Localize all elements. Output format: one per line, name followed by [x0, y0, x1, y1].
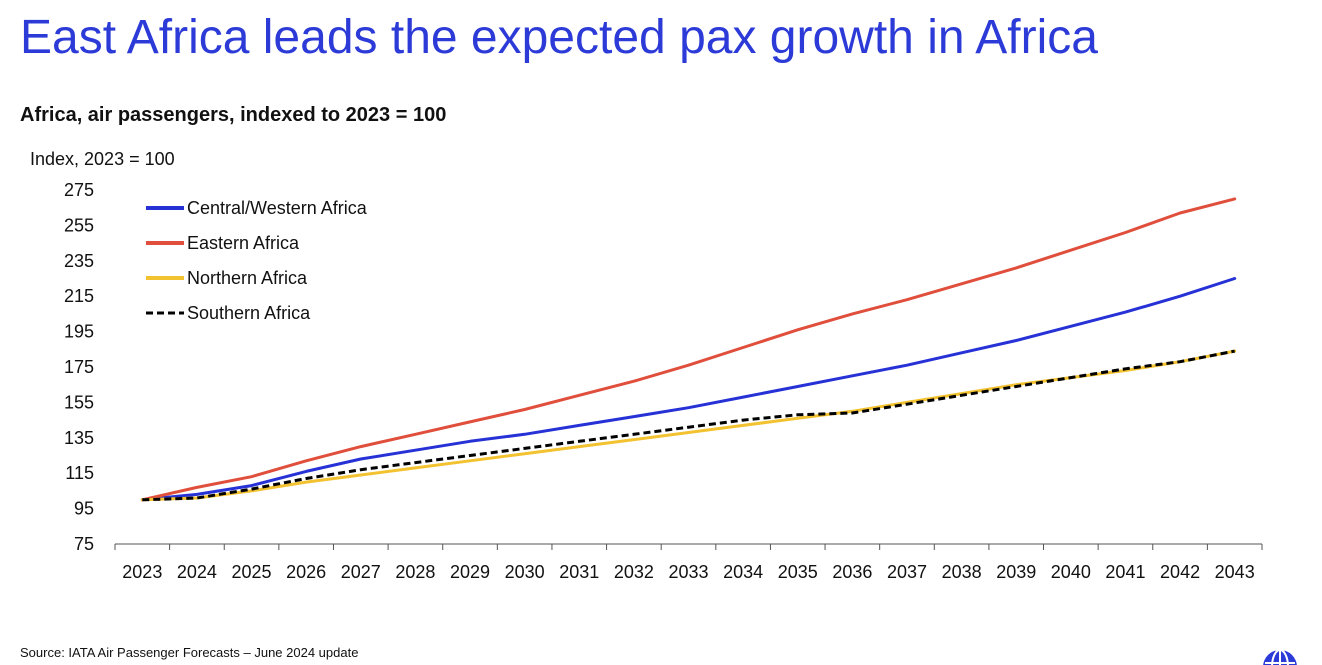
y-tick-label: 235	[64, 251, 94, 271]
x-tick-label: 2032	[614, 562, 654, 582]
y-tick-label: 175	[64, 357, 94, 377]
series-lines	[140, 197, 1237, 502]
y-axis: Index, 2023 = 100 75 95 115 135 155 175 195 215 2…	[30, 149, 175, 554]
x-tick-label: 2030	[505, 562, 545, 582]
source-note: Source: IATA Air Passenger Forecasts – J…	[20, 645, 359, 660]
x-tick-label: 2027	[341, 562, 381, 582]
series-line-eastern-africa	[140, 197, 1237, 502]
y-tick-label: 275	[64, 180, 94, 200]
y-tick-label: 115	[65, 463, 94, 483]
x-tick-label: 2039	[996, 562, 1036, 582]
x-tick-label: 2036	[832, 562, 872, 582]
x-tick-label: 2034	[723, 562, 763, 582]
x-tick-label: 2031	[559, 562, 599, 582]
series-line-southern-africa	[142, 349, 1235, 502]
page-headline: East Africa leads the expected pax growt…	[20, 11, 1098, 64]
line-chart: Index, 2023 = 100 75 95 115 135 155 175 195 215 2…	[30, 149, 1263, 582]
x-tick-label: 2029	[450, 562, 490, 582]
legend-label: Northern Africa	[187, 268, 308, 288]
x-tick-label: 2026	[286, 562, 326, 582]
x-tick-label: 2024	[177, 562, 217, 582]
series-line-central-western-africa	[140, 277, 1237, 502]
x-tick-label: 2041	[1105, 562, 1145, 582]
x-tick-label: 2042	[1160, 562, 1200, 582]
y-tick-label: 215	[64, 286, 94, 306]
y-tick-label: 135	[64, 428, 94, 448]
y-tick-label: 155	[64, 392, 94, 412]
legend-label: Southern Africa	[187, 303, 311, 323]
x-axis: 2023 2024 2025 2026 2027 2028 2029 2030 2031 2032…	[114, 543, 1263, 582]
y-axis-label: Index, 2023 = 100	[30, 149, 175, 169]
x-tick-label: 2033	[668, 562, 708, 582]
x-tick-label: 2038	[942, 562, 982, 582]
legend-label: Eastern Africa	[187, 233, 300, 253]
y-tick-label: 255	[64, 215, 94, 235]
x-tick-label: 2035	[778, 562, 818, 582]
chart-subtitle: Africa, air passengers, indexed to 2023 …	[20, 104, 447, 126]
y-tick-label: 195	[64, 322, 94, 342]
x-tick-label: 2025	[232, 562, 272, 582]
x-tick-label: 2043	[1215, 562, 1255, 582]
legend: Central/Western Africa Eastern Africa Nort…	[146, 198, 368, 323]
x-tick-label: 2028	[395, 562, 435, 582]
x-tick-label: 2023	[122, 562, 162, 582]
x-tick-label: 2037	[887, 562, 927, 582]
x-tick-label: 2040	[1051, 562, 1091, 582]
globe-icon	[1262, 649, 1298, 665]
legend-label: Central/Western Africa	[187, 198, 368, 218]
y-tick-label: 75	[74, 534, 94, 554]
y-tick-label: 95	[74, 499, 94, 519]
